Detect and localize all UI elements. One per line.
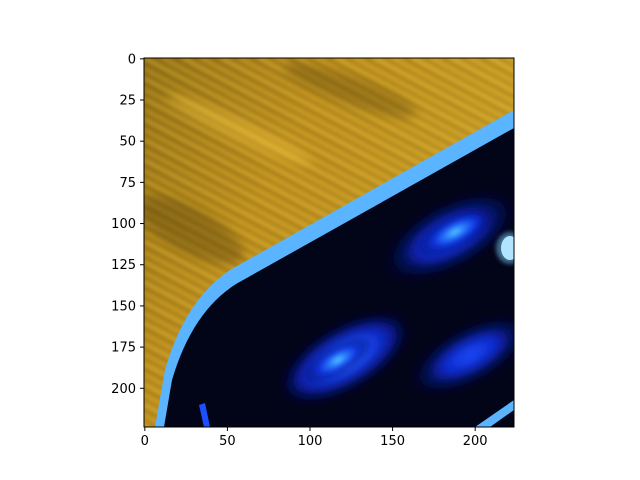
blue-glow	[304, 336, 372, 384]
y-tick-label: 25	[119, 94, 136, 109]
axes-frame	[143, 57, 515, 428]
y-tick-label: 175	[111, 341, 136, 356]
x-tick-label: 100	[298, 434, 323, 449]
bottom-edge-mark	[475, 400, 514, 427]
wood-highlight	[167, 94, 313, 166]
blue-glow	[417, 207, 493, 257]
y-tick-label: 150	[111, 299, 136, 314]
wood-shadow	[144, 195, 244, 265]
x-tick-label: 200	[463, 434, 488, 449]
x-tick-label: 0	[141, 434, 149, 449]
x-tick-label: 50	[219, 434, 236, 449]
y-axis: 0 25 50 75 100 125 150 175 200	[111, 52, 144, 397]
specular-glow	[496, 232, 514, 264]
x-axis: 0 50 100 150 200	[141, 427, 488, 449]
x-tick-label: 150	[380, 434, 405, 449]
y-tick-label: 0	[128, 52, 136, 67]
blue-glow	[406, 313, 514, 397]
y-tick-label: 50	[119, 135, 136, 150]
bottom-left-mark	[199, 403, 210, 427]
image-area	[144, 58, 514, 427]
y-tick-label: 200	[111, 382, 136, 397]
wood-shadow	[284, 62, 416, 118]
y-tick-label: 125	[111, 258, 136, 273]
y-tick-label: 75	[119, 176, 136, 191]
y-tick-label: 100	[111, 217, 136, 232]
